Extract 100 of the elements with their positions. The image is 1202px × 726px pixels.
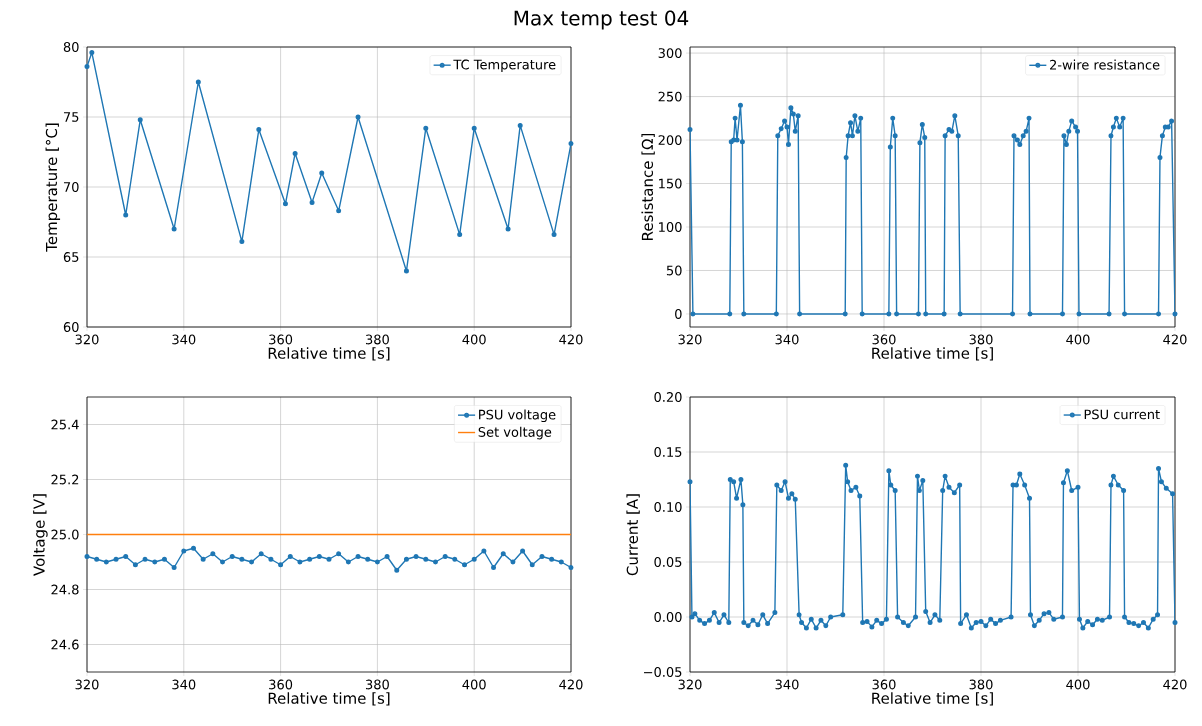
y-tick-label: 24.6 [51,639,79,650]
point [355,554,361,560]
x-tick-label: 320 [678,679,702,690]
point [249,559,255,565]
point [123,554,129,560]
y-tick-label: 0.15 [654,447,682,457]
point [374,559,380,565]
point [307,556,313,562]
y-tick-label: 0.10 [654,502,682,512]
point [394,567,400,573]
y-axis-title: Voltage [V] [33,494,48,576]
point [365,556,371,562]
point [239,239,245,245]
y-tick-label: 0 [675,309,682,319]
x-tick-label: 420 [1163,679,1187,690]
legend-label: 2-wire resistance [1050,59,1160,70]
point [336,208,342,214]
point [529,562,535,568]
point [278,562,284,568]
point [256,127,262,133]
y-tick-label: 25.0 [51,529,79,540]
x-tick-label: 420 [1163,334,1187,345]
point [309,199,315,205]
point [161,556,167,562]
y-tick-label: 100 [659,222,682,232]
point [336,551,342,557]
x-tick-label: 340 [172,334,196,345]
x-axis-title: Relative time [s] [872,347,993,361]
x-tick-label: 320 [75,679,99,690]
x-tick-label: 360 [269,679,293,690]
point [471,556,477,562]
y-tick-label: 50 [666,265,682,276]
point [229,554,235,560]
point [551,232,557,238]
point [200,556,206,562]
point [132,562,138,568]
x-tick-label: 320 [678,334,702,345]
y-axis-title: Temperature [°C] [45,123,61,252]
point [316,554,322,560]
x-tick-label: 400 [1066,334,1090,345]
point [282,201,288,207]
point [239,556,245,562]
legend-label: TC Temperature [453,59,556,72]
point [292,150,298,156]
y-tick-label: −0.05 [644,667,682,677]
point [220,559,226,565]
point [84,64,90,70]
y-tick-label: 70 [63,182,79,192]
point [558,559,564,565]
point [505,226,511,232]
x-tick-label: 380 [365,679,389,690]
legend-label: PSU voltage [479,409,556,423]
point [568,141,574,147]
point [103,559,109,565]
x-axis-title: Relative time [s] [268,692,390,706]
y-tick-label: 150 [659,178,682,189]
x-tick-label: 340 [775,334,799,345]
point [432,559,438,565]
point [462,562,468,568]
point [539,554,545,560]
point [137,117,143,123]
point [123,212,129,218]
y-tick-label: 75 [63,112,79,122]
x-tick-label: 380 [365,334,389,345]
y-tick-label: 25.4 [51,419,79,430]
point [171,226,177,232]
x-tick-label: 420 [559,334,583,345]
point [481,548,487,554]
y-tick-label: 0.00 [654,612,682,622]
point [423,125,429,131]
y-tick-label: 24.8 [51,584,79,595]
point [517,122,523,128]
y-tick-label: 80 [63,42,79,52]
x-tick-label: 320 [75,334,99,345]
point [413,554,419,560]
y-tick-label: 250 [658,91,682,102]
y-tick-label: 60 [63,322,79,332]
x-tick-label: 400 [462,334,486,345]
x-tick-label: 340 [172,679,196,690]
point [510,559,516,565]
chart-title: Max temp test 04 [514,10,689,30]
point [500,551,506,557]
y-tick-label: 25.2 [51,474,79,485]
y-tick-label: 0.05 [654,557,682,567]
point [89,50,95,56]
point [190,545,196,551]
legend-label: Set voltage [478,426,552,440]
point [210,551,216,557]
point [113,556,119,562]
point [549,556,555,562]
point [345,559,351,565]
point [152,559,158,565]
point [403,268,409,274]
point [442,554,448,560]
y-tick-label: 0.20 [654,392,682,402]
x-axis-title: Relative time [s] [872,692,993,706]
x-tick-label: 360 [269,334,293,345]
y-axis-title: Resistance [Ω] [641,133,655,240]
point [423,556,429,562]
point [181,548,187,554]
